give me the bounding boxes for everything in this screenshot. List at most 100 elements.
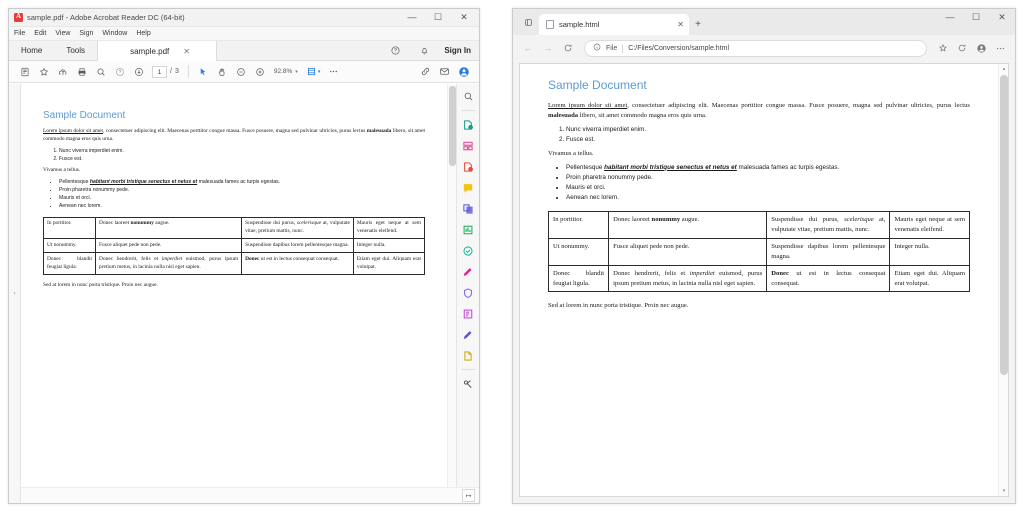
measure-icon[interactable] xyxy=(460,326,477,343)
print-icon[interactable] xyxy=(72,62,91,81)
table-row: In porttitor. Donec laoreet nonummy augue… xyxy=(42,216,426,240)
cell-text: at, vulputate vitae, pretium mattis, nun… xyxy=(771,216,886,233)
menu-file[interactable]: File xyxy=(14,30,26,37)
chevron-down-icon[interactable]: ▾ xyxy=(295,68,298,75)
acrobat-body: › Sample Document Lorem ipsum dolor sit … xyxy=(9,84,479,503)
browser-vertical-scrollbar[interactable]: ▴ ▾ xyxy=(998,64,1008,496)
more-tools-icon[interactable] xyxy=(460,375,477,392)
sign-in-button[interactable]: Sign In xyxy=(444,46,471,55)
zoom-out-icon[interactable] xyxy=(232,62,251,81)
settings-more-icon[interactable] xyxy=(991,39,1009,57)
address-bar[interactable]: File C:/Files/Conversion/sample.html xyxy=(584,39,927,57)
add-bookmark-star-icon[interactable] xyxy=(34,62,53,81)
favorites-icon[interactable] xyxy=(934,39,952,57)
table-cell: Donec laoreet nonummy augue. xyxy=(95,216,243,240)
scroll-up-arrow-icon[interactable]: ▴ xyxy=(1002,66,1006,72)
certificate-icon[interactable] xyxy=(460,347,477,364)
profile-icon[interactable] xyxy=(454,62,473,81)
pdf-vertical-scrollbar[interactable] xyxy=(447,84,456,503)
maximize-button[interactable]: ☐ xyxy=(971,12,981,22)
page-number-input[interactable]: 1 xyxy=(152,65,167,78)
search-icon[interactable] xyxy=(91,62,110,81)
close-button[interactable]: ✕ xyxy=(998,12,1006,22)
scrollbar-thumb[interactable] xyxy=(1000,75,1008,375)
rail-divider xyxy=(460,110,476,111)
acrobat-toolbar: 1 / 3 xyxy=(9,61,479,83)
browser-toolbar-right xyxy=(934,39,1009,57)
combine-files-icon[interactable] xyxy=(460,137,477,154)
maximize-button[interactable]: ☐ xyxy=(433,12,443,22)
info-circle-icon[interactable] xyxy=(593,43,601,53)
search-tool-icon[interactable] xyxy=(460,88,477,105)
export-pdf-icon[interactable] xyxy=(460,221,477,238)
intro-paragraph: Lorem ipsum dolor sit amet, consectetuer… xyxy=(43,128,425,144)
list-item: Aenean nec lorem. xyxy=(566,193,970,203)
tab-tools[interactable]: Tools xyxy=(66,46,86,55)
more-options-icon[interactable] xyxy=(324,62,343,81)
help-circle-icon[interactable] xyxy=(386,41,405,60)
back-arrow-icon[interactable]: ← xyxy=(523,43,533,53)
menu-edit[interactable]: Edit xyxy=(34,30,47,37)
list-item: Nunc viverra imperdiet enim. xyxy=(59,148,425,156)
new-tab-button[interactable]: + xyxy=(695,19,701,30)
download-icon[interactable] xyxy=(129,62,148,81)
menu-view[interactable]: View xyxy=(55,30,71,37)
menu-help[interactable]: Help xyxy=(136,30,151,37)
save-file-icon[interactable] xyxy=(15,62,34,81)
collections-icon[interactable] xyxy=(953,39,971,57)
tab-actions-icon[interactable] xyxy=(517,9,539,35)
browser-viewport[interactable]: Sample Document Lorem ipsum dolor sit am… xyxy=(519,63,1009,497)
acrobat-menubar: File Edit View Sign Window Help xyxy=(9,27,479,41)
minimize-button[interactable]: — xyxy=(945,12,955,22)
cell-text: Donec hendrerit, felis et xyxy=(613,269,690,277)
redact-icon[interactable] xyxy=(460,284,477,301)
page-separator: / xyxy=(170,68,172,75)
select-cursor-icon[interactable] xyxy=(194,62,213,81)
create-pdf-icon[interactable] xyxy=(460,116,477,133)
organize-pages-icon[interactable] xyxy=(460,200,477,217)
cell-text: ut est in lectus consequat consequat. xyxy=(771,269,886,287)
acrobat-tools-rail xyxy=(456,84,479,503)
browser-tab-sample-html[interactable]: sample.html ✕ xyxy=(539,14,689,35)
navigation-pane-toggle[interactable]: › xyxy=(9,84,21,503)
minimize-button[interactable]: — xyxy=(407,12,417,22)
fit-page-caret-icon[interactable]: ▾ xyxy=(317,68,321,75)
zoom-in-icon[interactable] xyxy=(251,62,270,81)
numbered-list: Nunc viverra imperdiet enim. Fusce est. xyxy=(548,125,970,145)
close-button[interactable]: ✕ xyxy=(460,12,468,22)
menu-sign[interactable]: Sign xyxy=(79,30,94,37)
comment-icon[interactable] xyxy=(460,179,477,196)
email-icon[interactable] xyxy=(435,62,454,81)
close-icon[interactable]: ✕ xyxy=(677,20,684,29)
profile-icon[interactable] xyxy=(972,39,990,57)
zoom-control[interactable]: 92.8% ▾ xyxy=(274,68,298,75)
menu-window[interactable]: Window xyxy=(102,30,128,37)
stamp-icon[interactable] xyxy=(460,305,477,322)
list-item: Aenean nec lorem. xyxy=(59,203,425,211)
forward-arrow-icon[interactable]: → xyxy=(543,43,553,53)
edit-pdf-icon[interactable] xyxy=(460,158,477,175)
table-row: Donec blandit feugiat ligula. Donec hendr… xyxy=(42,252,426,275)
browser-window-controls: — ☐ ✕ xyxy=(937,9,1015,35)
share-link-icon[interactable] xyxy=(416,62,435,81)
tab-home[interactable]: Home xyxy=(21,46,43,55)
fit-page-icon[interactable] xyxy=(302,62,321,81)
page-title: Sample Document xyxy=(43,110,126,121)
cell-text: scelerisque xyxy=(296,220,322,227)
upload-cloud-icon[interactable] xyxy=(53,62,72,81)
close-icon[interactable]: ✕ xyxy=(183,46,190,56)
tab-sample-pdf[interactable]: sample.pdf ✕ xyxy=(97,41,218,61)
pdf-page-view[interactable]: Sample Document Lorem ipsum dolor sit am… xyxy=(21,84,447,503)
protect-icon[interactable] xyxy=(460,242,477,259)
reload-icon[interactable] xyxy=(559,39,577,57)
fill-and-sign-icon[interactable] xyxy=(460,263,477,280)
hand-tool-icon[interactable] xyxy=(213,62,232,81)
bell-icon[interactable] xyxy=(415,41,434,60)
fit-width-icon[interactable]: ↦ xyxy=(462,489,475,502)
table-cell: Integer nulla. xyxy=(889,237,970,266)
cell-text: Suspendisse dapibus lorem pellentesque m… xyxy=(245,241,349,248)
table-cell: Mauris eget neque at sem venenatis eleif… xyxy=(352,216,426,240)
help-circle-icon[interactable] xyxy=(110,62,129,81)
scrollbar-thumb[interactable] xyxy=(449,86,456,166)
scroll-down-arrow-icon[interactable]: ▾ xyxy=(1002,488,1006,494)
